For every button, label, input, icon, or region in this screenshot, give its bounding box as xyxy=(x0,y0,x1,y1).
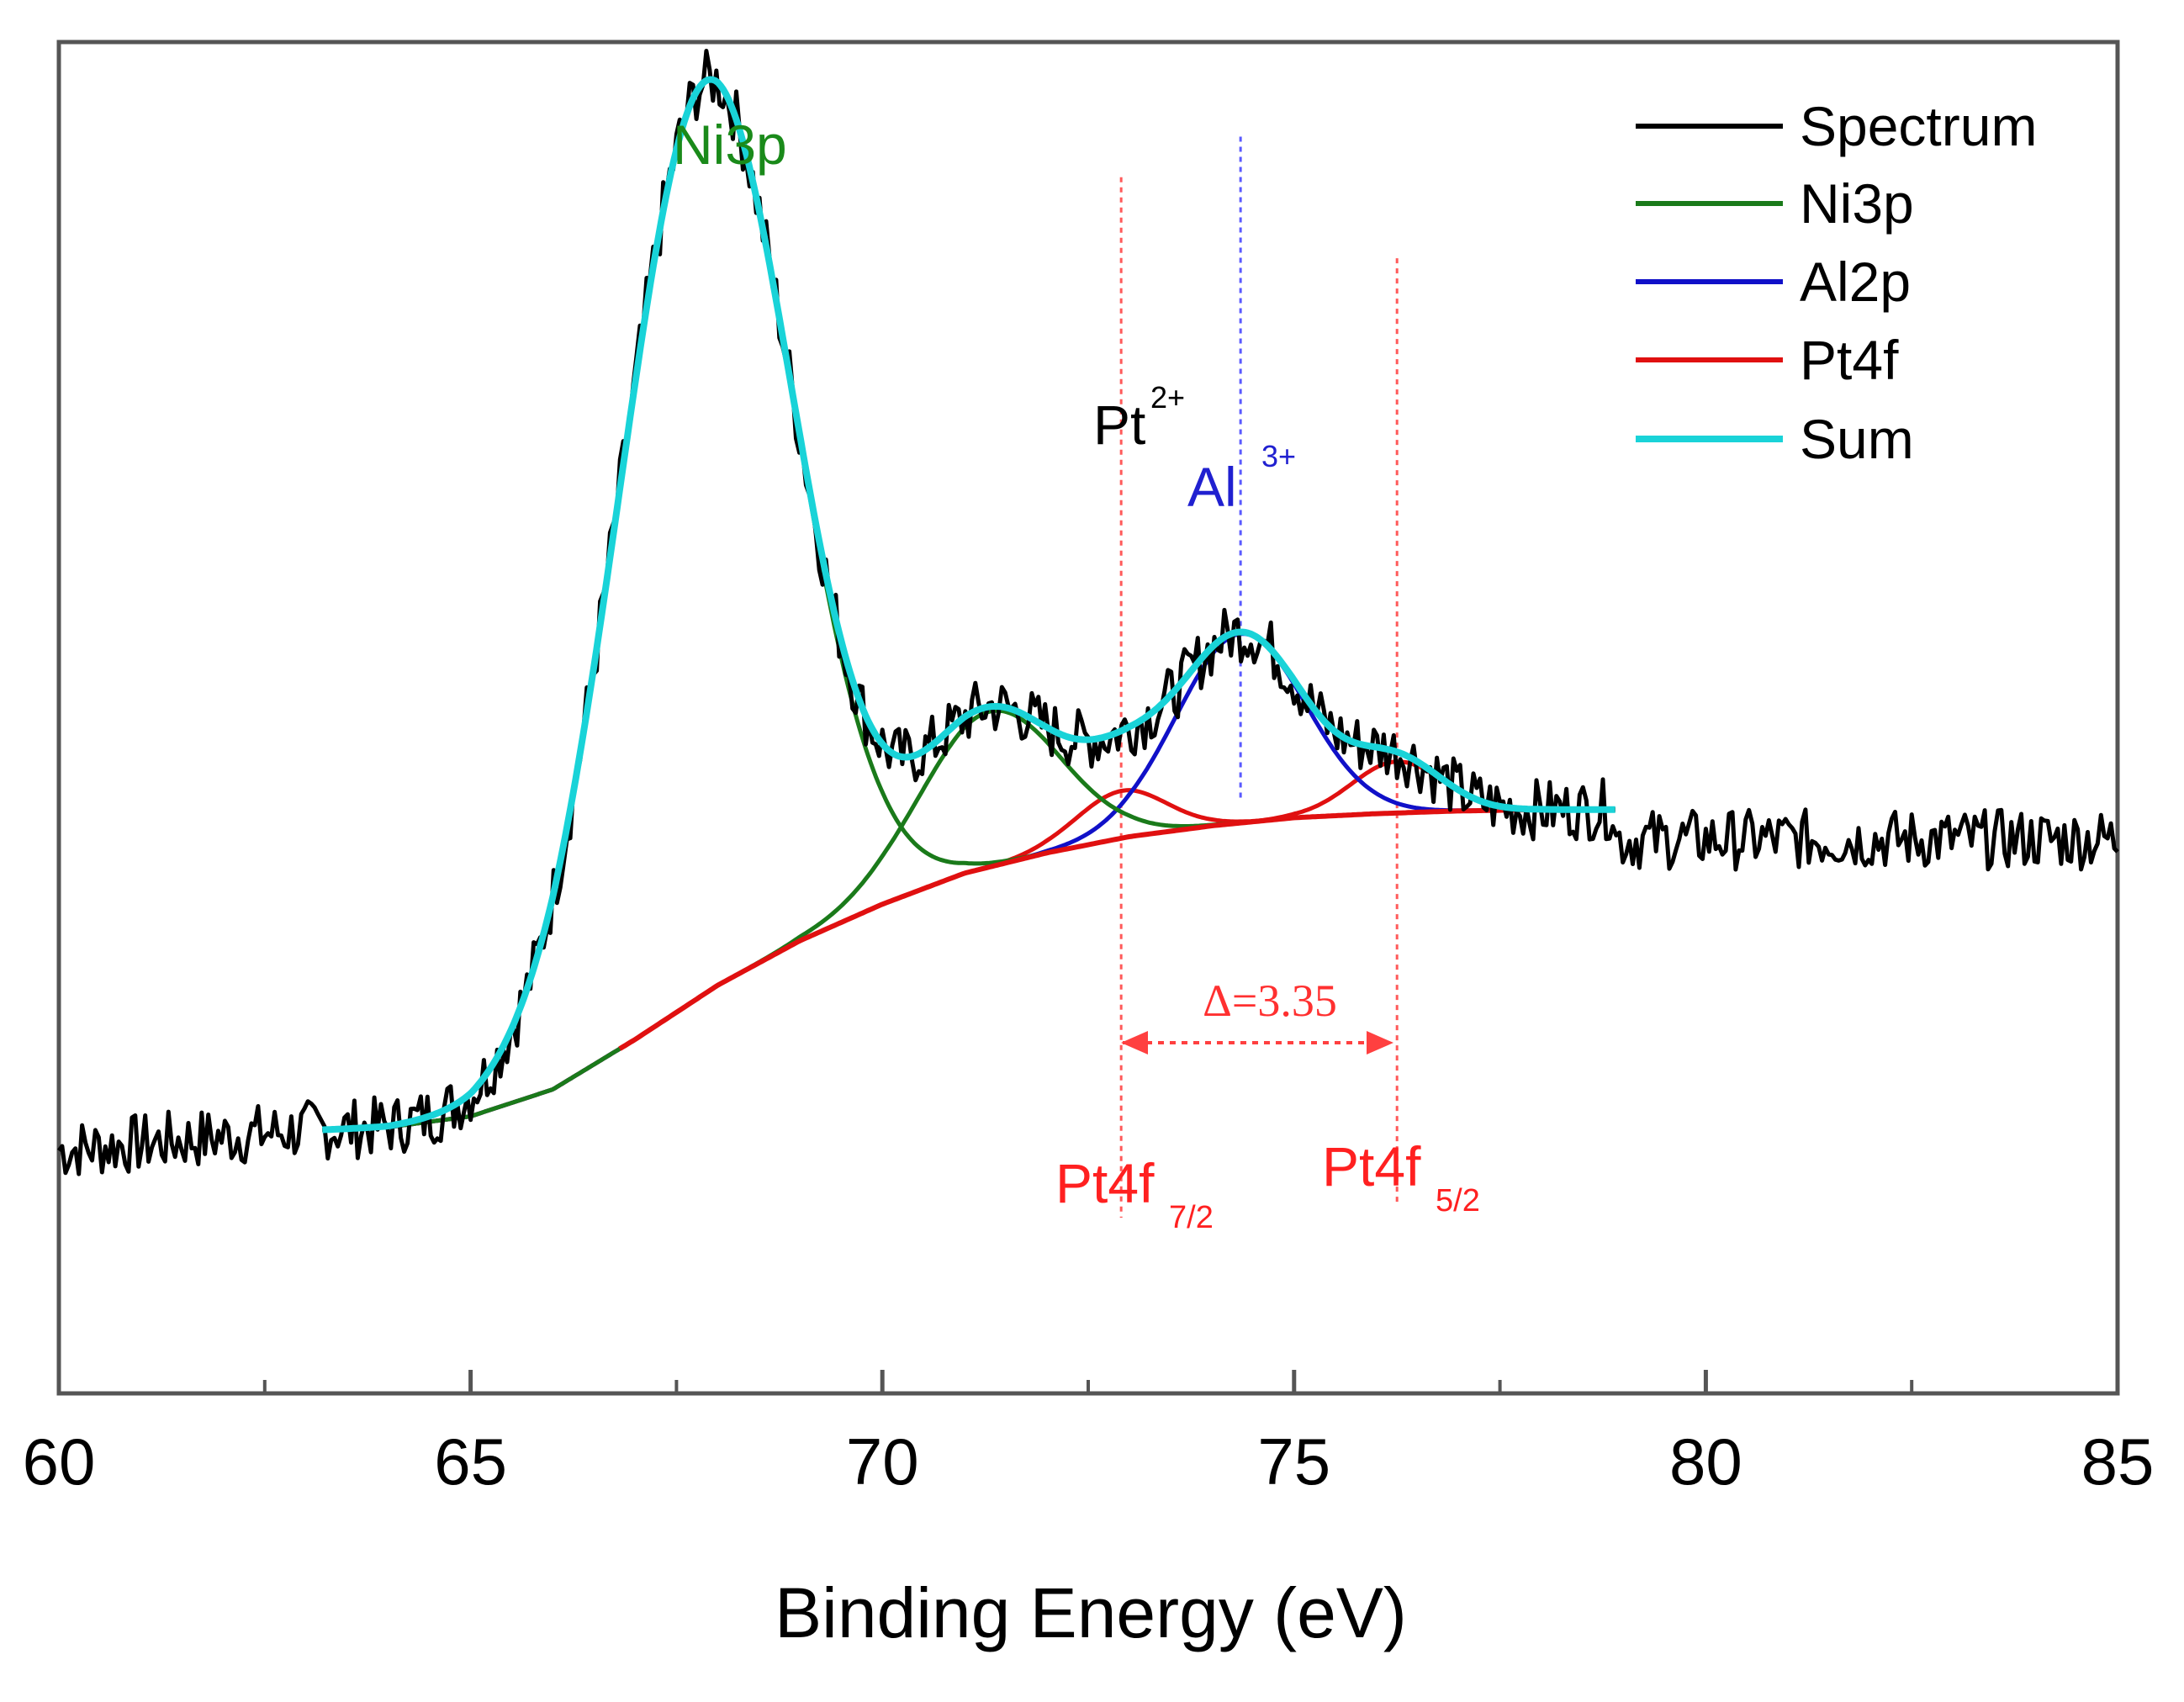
pt4f-baseline xyxy=(618,806,1616,1051)
svg-text:Pt4f: Pt4f xyxy=(1055,1152,1155,1214)
delta-annotation: Δ=3.35 xyxy=(1121,975,1393,1054)
delta-arrowhead-right xyxy=(1367,1031,1393,1054)
x-tick-label: 80 xyxy=(1669,1424,1742,1498)
x-tick-label: 70 xyxy=(846,1424,919,1498)
annotation-ni3p: Ni3p xyxy=(673,114,787,176)
svg-text:Pt: Pt xyxy=(1093,394,1145,456)
legend-label-al2p: Al2p xyxy=(1800,251,1911,313)
legend-label-spectrum: Spectrum xyxy=(1800,95,2037,157)
annotation-pt2plus: Pt 2+ xyxy=(1093,380,1185,456)
legend-label-ni3p: Ni3p xyxy=(1800,172,1914,235)
svg-text:2+: 2+ xyxy=(1150,380,1185,415)
legend-label-sum: Sum xyxy=(1800,408,1914,470)
legend: Spectrum Ni3p Al2p Pt4f Sum xyxy=(1636,95,2037,470)
x-tick-label: 85 xyxy=(2081,1424,2155,1498)
ni3p-peak-1 xyxy=(322,77,1616,1133)
annotation-al3plus: Al 3+ xyxy=(1187,439,1296,518)
svg-text:Pt4f: Pt4f xyxy=(1322,1135,1421,1197)
x-tick-label: 60 xyxy=(23,1424,96,1498)
svg-text:7/2: 7/2 xyxy=(1169,1200,1214,1235)
svg-text:Δ=3.35: Δ=3.35 xyxy=(1203,975,1337,1026)
pt4f-peak-2 xyxy=(322,759,1616,1133)
svg-text:5/2: 5/2 xyxy=(1436,1183,1480,1218)
al2p-peak-1 xyxy=(322,632,1616,1133)
delta-arrowhead-left xyxy=(1121,1031,1148,1054)
x-tick-label: 75 xyxy=(1257,1424,1330,1498)
pt4f-peak-1 xyxy=(322,788,1616,1133)
svg-text:Al: Al xyxy=(1187,456,1237,518)
svg-text:3+: 3+ xyxy=(1261,439,1296,473)
annotation-pt4f52: Pt4f 5/2 xyxy=(1322,1135,1480,1218)
legend-label-pt4f: Pt4f xyxy=(1800,329,1899,391)
sum-line xyxy=(321,76,1616,1134)
x-axis-title: Binding Energy (eV) xyxy=(775,1573,1407,1652)
x-tick-label: 65 xyxy=(434,1424,507,1498)
annotation-pt4f72: Pt4f 7/2 xyxy=(1055,1152,1214,1235)
